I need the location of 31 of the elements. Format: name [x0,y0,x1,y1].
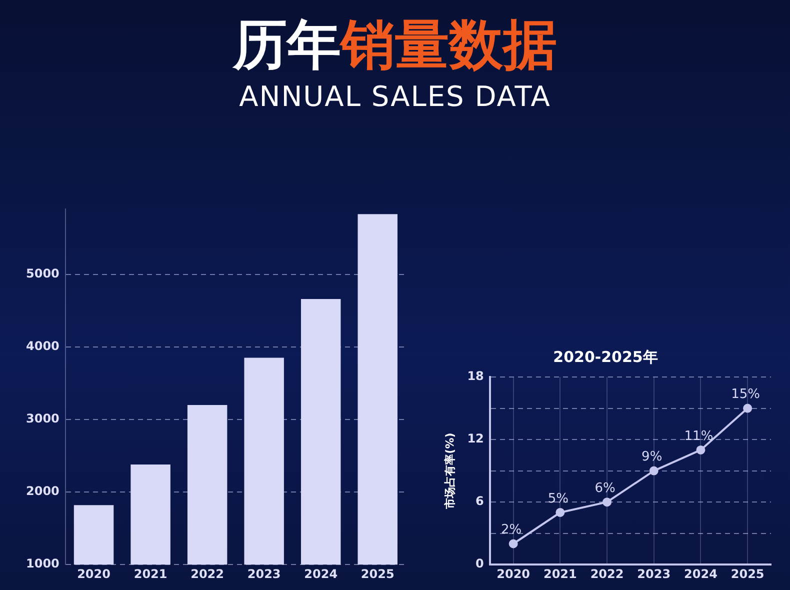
y-tick-label: 18 [467,369,484,384]
x-tick-label: 2023 [637,566,671,581]
x-tick-label: 2024 [304,566,338,581]
data-label: 2% [501,522,522,538]
data-label: 5% [548,491,568,506]
data-label: 15% [731,387,760,402]
data-label: 9% [642,450,662,465]
y-tick-label: 0 [476,556,484,571]
x-tick-label: 2021 [543,566,577,581]
x-tick-label: 2025 [360,566,394,581]
y-tick-label: 4000 [26,339,60,354]
x-tick-label: 2021 [134,566,168,581]
chart-subtitle: ANNUAL SALES DATA [238,80,552,113]
x-tick-label: 2020 [77,566,110,581]
y-tick-label: 3000 [26,412,60,426]
data-label: 6% [594,480,616,496]
y-tick-label: 6 [476,494,484,508]
x-tick-label: 2023 [247,566,281,581]
y-tick-label: 12 [467,432,484,446]
x-tick-label: 2022 [190,566,224,581]
y-tick-label: 5000 [26,266,60,280]
chart-title: 2020-2025年 [553,348,658,366]
x-tick-label: 2022 [590,566,624,581]
x-tick-label: 2020 [496,566,530,581]
data-label: 11% [684,428,714,444]
x-tick-label: 2025 [730,566,764,581]
chart-title: 历年销量数据 [233,13,557,76]
y-tick-label: 2000 [26,484,60,498]
x-tick-label: 2024 [684,566,718,581]
y-tick-label: 1000 [26,556,60,571]
y-axis-title: 市场占有率(%) [443,432,456,510]
